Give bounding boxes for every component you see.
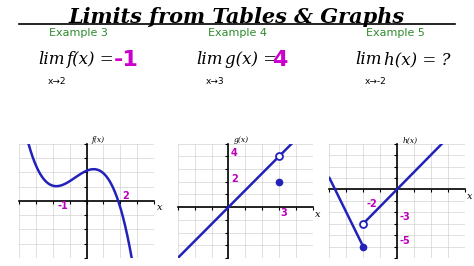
Text: f(x): f(x) (92, 136, 105, 144)
Text: Limits from Tables & Graphs: Limits from Tables & Graphs (69, 7, 405, 27)
Text: 2: 2 (231, 174, 237, 184)
Text: lim: lim (356, 51, 382, 68)
Text: Example 4: Example 4 (208, 28, 266, 38)
Text: -3: -3 (400, 212, 410, 222)
Text: x: x (156, 203, 162, 212)
Text: 3: 3 (281, 208, 288, 218)
Text: x→-2: x→-2 (365, 77, 387, 86)
Text: 2: 2 (122, 191, 129, 201)
Text: -5: -5 (400, 236, 410, 246)
Text: x→2: x→2 (47, 77, 66, 86)
Text: h(x): h(x) (402, 136, 418, 144)
Text: 4: 4 (273, 50, 288, 70)
Text: Example 5: Example 5 (366, 28, 425, 38)
Text: g(x) =: g(x) = (225, 51, 277, 68)
Text: -1: -1 (58, 201, 69, 211)
Text: x→3: x→3 (206, 77, 225, 86)
Text: -1: -1 (114, 50, 138, 70)
Text: lim: lim (38, 51, 64, 68)
Text: h(x) = ?: h(x) = ? (384, 51, 450, 68)
Text: -2: -2 (366, 198, 377, 209)
Text: 4: 4 (231, 148, 237, 158)
Text: g(x): g(x) (234, 136, 249, 144)
Text: x: x (315, 210, 321, 219)
Text: lim: lim (197, 51, 223, 68)
Text: f(x) =: f(x) = (66, 51, 114, 68)
Text: Example 3: Example 3 (49, 28, 108, 38)
Text: x: x (467, 192, 473, 201)
